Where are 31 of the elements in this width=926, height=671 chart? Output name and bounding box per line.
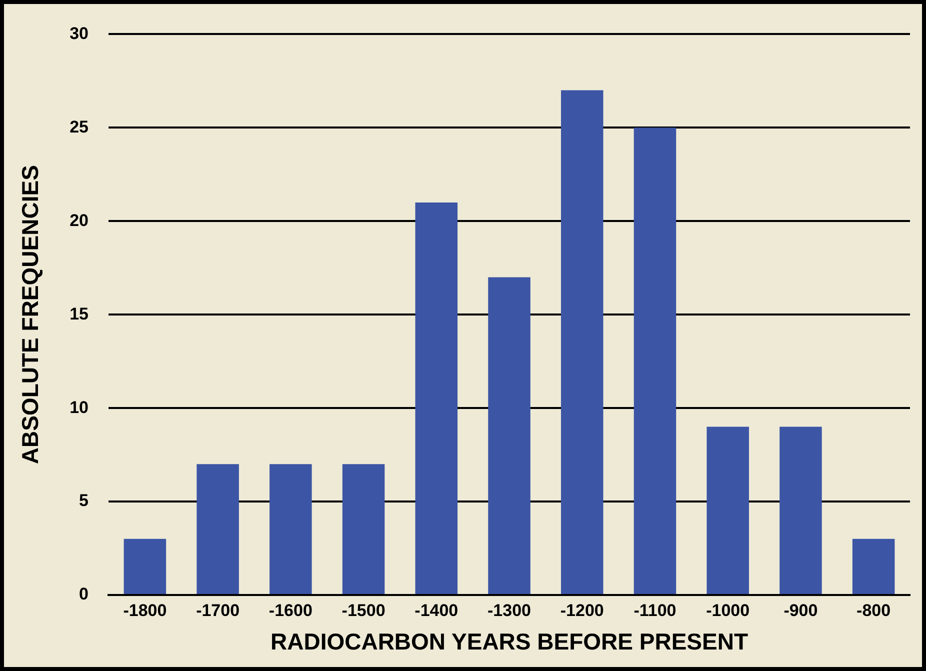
y-tick-label: 25 — [70, 117, 89, 136]
x-tick-label: -800 — [856, 600, 891, 620]
x-tick-label: -1000 — [706, 600, 750, 620]
x-tick-label: -1600 — [268, 600, 312, 620]
y-tick-label: 20 — [70, 210, 89, 230]
y-tick-label: 15 — [70, 304, 89, 324]
y-tick-label: 10 — [70, 398, 89, 417]
x-tick-label: -1500 — [342, 600, 386, 620]
x-tick-label: -1200 — [560, 600, 604, 620]
bar — [342, 464, 385, 594]
x-tick-label: -900 — [784, 600, 818, 620]
bar — [488, 277, 530, 594]
bar — [560, 90, 604, 594]
x-tick-label: -1800 — [123, 600, 167, 620]
bar — [415, 202, 458, 594]
bar — [196, 464, 239, 594]
bar — [270, 464, 312, 594]
x-tick-label: -1300 — [488, 600, 531, 620]
bar — [780, 426, 822, 594]
bar — [634, 128, 676, 594]
y-tick-label: 30 — [70, 24, 89, 43]
y-axis-title: ABSOLUTE FREQUENCIES — [17, 165, 44, 464]
x-tick-label: -1700 — [196, 600, 240, 620]
bar — [706, 426, 749, 594]
x-tick-label: -1100 — [634, 600, 676, 620]
bar — [852, 538, 895, 594]
y-tick-label: 0 — [79, 584, 89, 604]
x-axis-title: RADIOCARBON YEARS BEFORE PRESENT — [270, 628, 748, 655]
y-tick-label: 5 — [79, 491, 89, 510]
x-tick-label: -1400 — [414, 600, 458, 620]
bar — [124, 538, 166, 594]
